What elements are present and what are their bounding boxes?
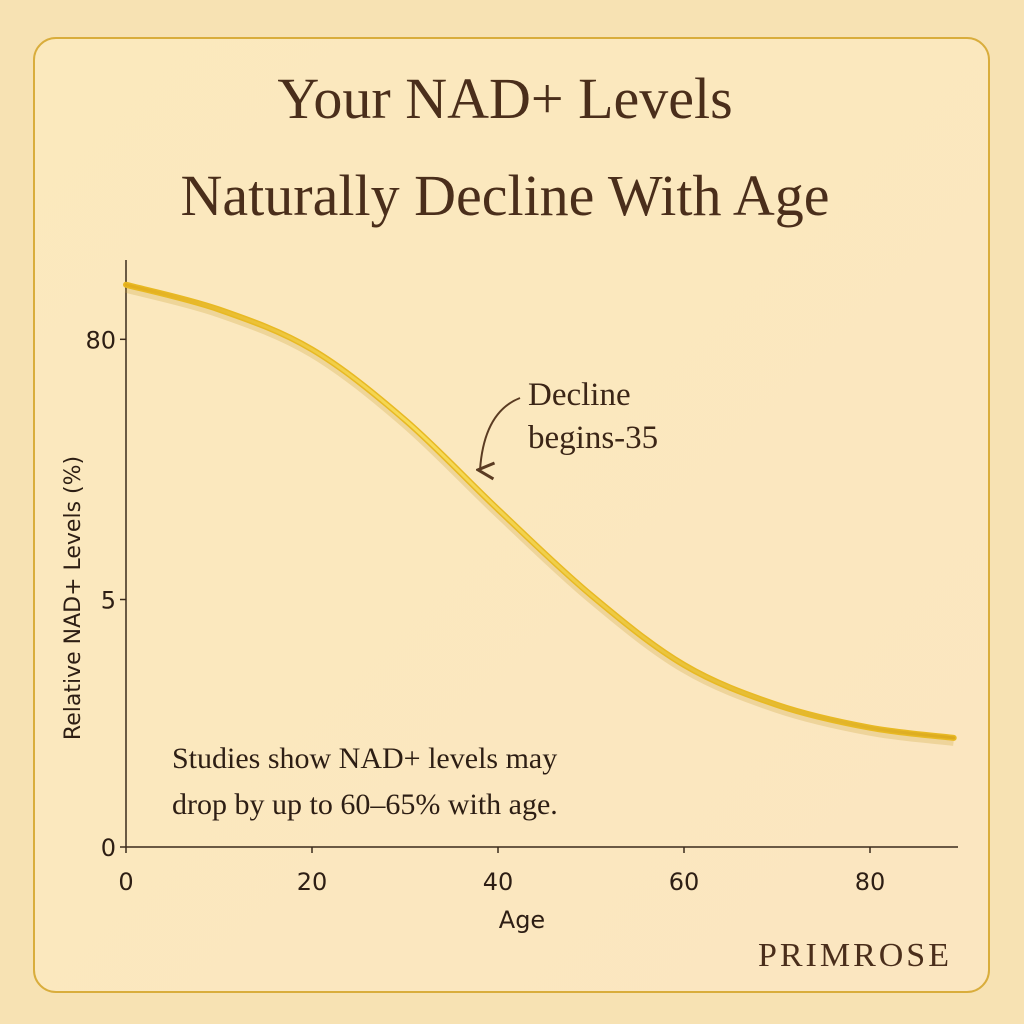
chart-title: Your NAD+ Levels [277, 66, 732, 131]
card [33, 37, 990, 993]
brand: PRIMROSE [758, 937, 952, 974]
x-tick-label: 60 [669, 868, 700, 896]
x-tick-label: 20 [297, 868, 328, 896]
chart-title: Naturally Decline With Age [181, 163, 830, 228]
y-tick-label: 0 [101, 834, 116, 862]
annotation: Decline [528, 377, 631, 413]
x-axis-label: Age [499, 906, 545, 934]
x-tick-label: 40 [483, 868, 514, 896]
note: Studies show NAD+ levels may [172, 742, 557, 775]
x-tick-label: 0 [118, 868, 133, 896]
y-axis-label: Relative NAD+ Levels (%) [61, 456, 86, 740]
y-tick-label: 80 [85, 326, 116, 354]
y-tick-label: 5 [101, 587, 116, 615]
annotation: begins-35 [528, 420, 658, 456]
annotation-arrow [480, 397, 521, 470]
note: drop by up to 60–65% with age. [172, 788, 558, 821]
line-highlight [124, 283, 956, 740]
x-tick-label: 80 [855, 868, 886, 896]
